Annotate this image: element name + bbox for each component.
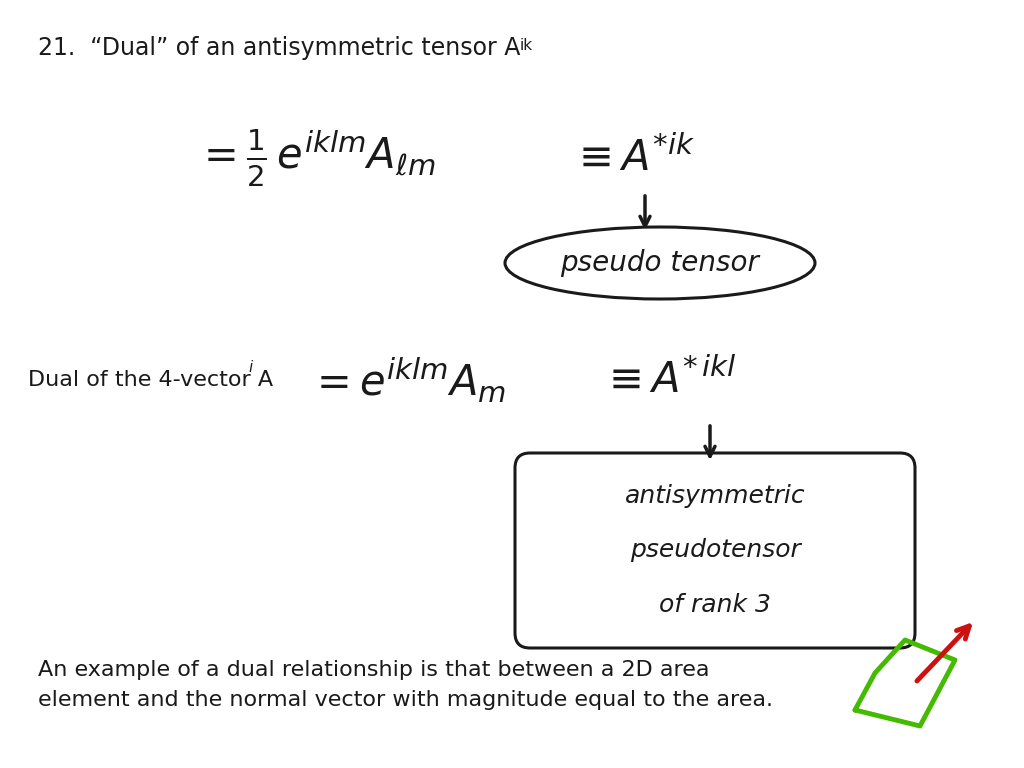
Text: Dual of the 4-vector A: Dual of the 4-vector A (28, 370, 273, 390)
Text: pseudo tensor: pseudo tensor (560, 249, 760, 277)
Text: 21.  “Dual” of an antisymmetric tensor A: 21. “Dual” of an antisymmetric tensor A (38, 36, 520, 60)
Text: An example of a dual relationship is that between a 2D area: An example of a dual relationship is tha… (38, 660, 710, 680)
Text: $\equiv A^{*ik}$: $\equiv A^{*ik}$ (570, 137, 695, 180)
Text: antisymmetric: antisymmetric (625, 484, 805, 508)
Text: of rank 3: of rank 3 (659, 593, 771, 617)
Text: $\equiv A^{*\,ikl}$: $\equiv A^{*\,ikl}$ (600, 359, 737, 402)
Text: $= \frac{1}{2}\, e^{iklm} A_{\ell m}$: $= \frac{1}{2}\, e^{iklm} A_{\ell m}$ (195, 127, 436, 189)
Text: ik: ik (520, 38, 534, 53)
Text: element and the normal vector with magnitude equal to the area.: element and the normal vector with magni… (38, 690, 773, 710)
Text: i: i (248, 360, 252, 376)
Text: $= e^{iklm} A_m$: $= e^{iklm} A_m$ (308, 355, 506, 405)
Text: pseudotensor: pseudotensor (630, 538, 801, 562)
